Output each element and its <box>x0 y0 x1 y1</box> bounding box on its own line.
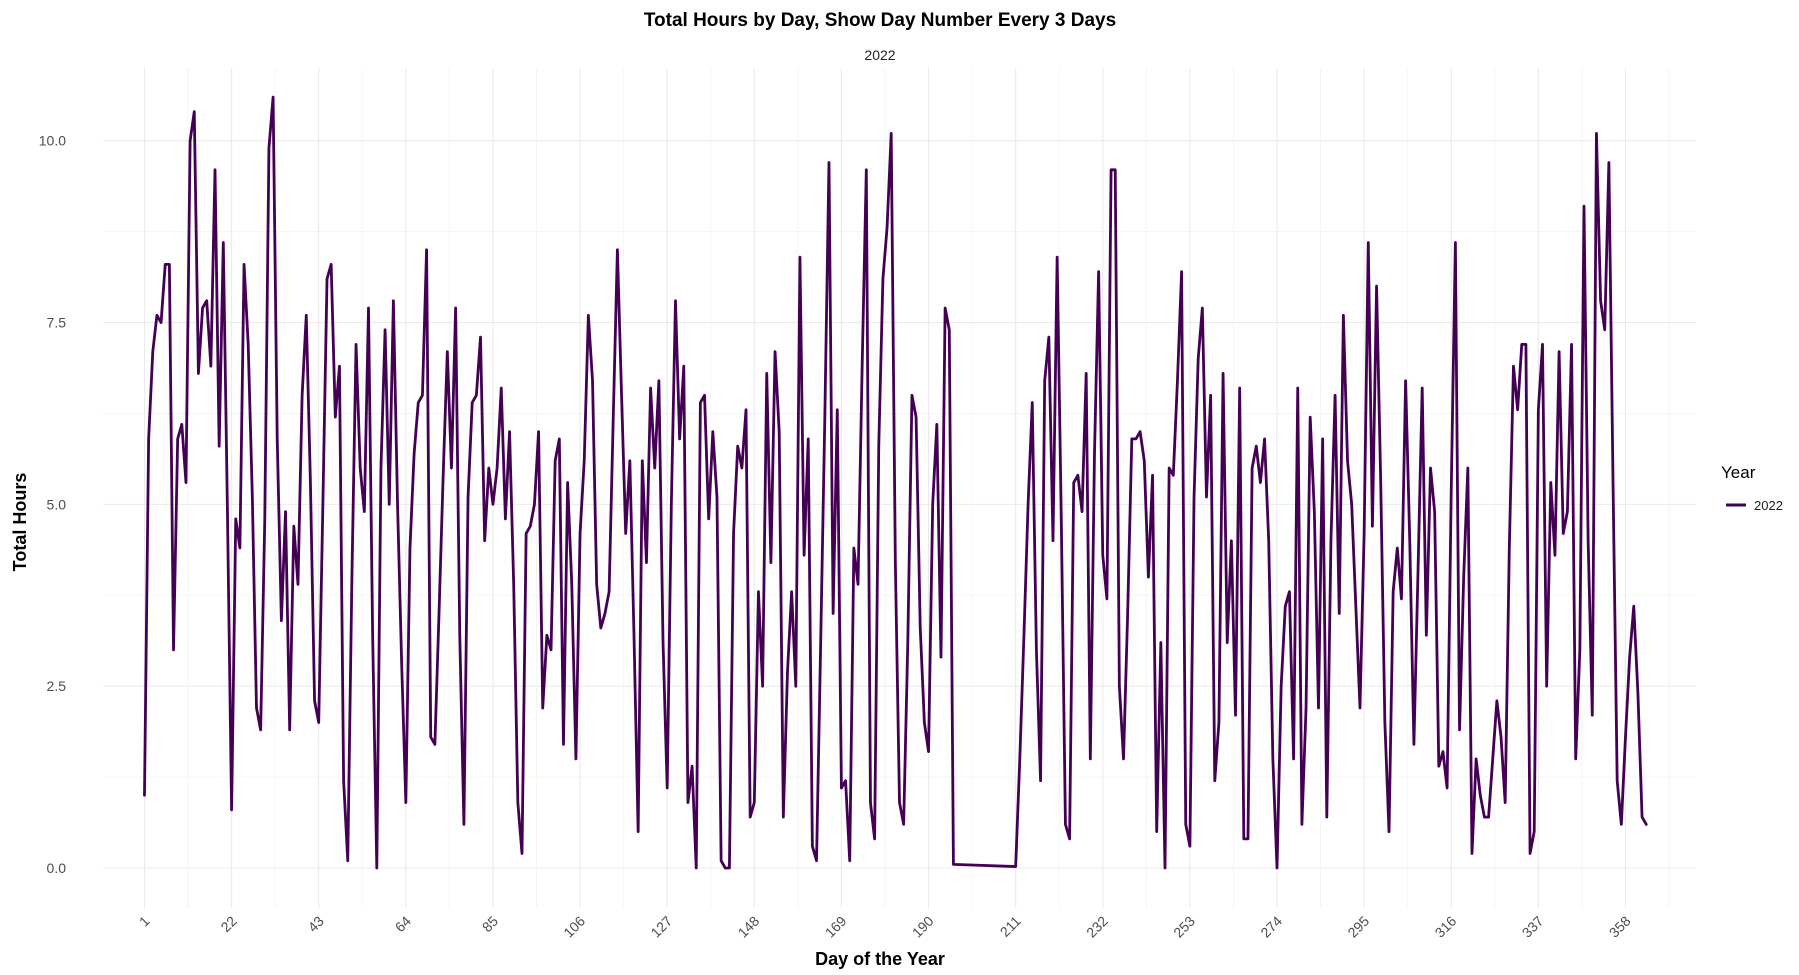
series-layer <box>143 95 1648 870</box>
chart-title: Total Hours by Day, Show Day Number Ever… <box>644 10 1116 31</box>
series-line-2022 <box>143 95 1648 870</box>
legend: Year 2022 <box>1721 463 1783 513</box>
y-axis-title: Total Hours <box>10 473 30 572</box>
y-tick-label: 10.0 <box>39 133 66 149</box>
x-axis-title: Day of the Year <box>815 949 945 969</box>
y-tick-label: 2.5 <box>47 678 67 694</box>
y-tick-label: 7.5 <box>47 315 67 331</box>
chart-subtitle: 2022 <box>864 47 895 63</box>
legend-entry-label: 2022 <box>1754 498 1783 513</box>
y-axis-ticks: 0.0 2.5 5.0 7.5 10.0 <box>39 133 66 876</box>
y-tick-label: 5.0 <box>47 496 67 512</box>
legend-title: Year <box>1721 463 1756 482</box>
y-tick-label: 0.0 <box>47 860 67 876</box>
